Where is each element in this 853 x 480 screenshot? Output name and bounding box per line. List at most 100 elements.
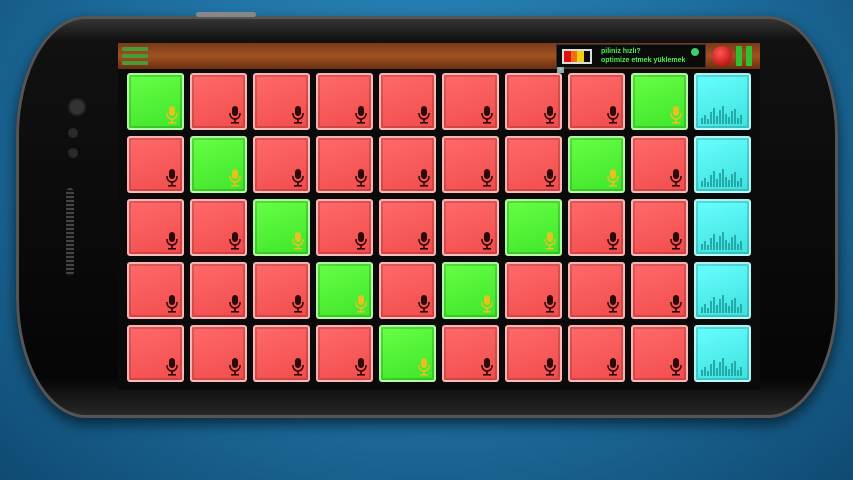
ad-close-button[interactable]: x <box>557 67 564 73</box>
equalizer-icon <box>701 106 742 124</box>
microphone-icon <box>481 295 493 313</box>
ad-logo-icon <box>691 48 699 56</box>
sound-pad-red[interactable] <box>127 325 184 382</box>
sound-pad-red[interactable] <box>253 136 310 193</box>
sound-pad-green[interactable] <box>568 136 625 193</box>
microphone-icon <box>292 106 304 124</box>
equalizer-pad[interactable] <box>694 325 751 382</box>
microphone-icon <box>166 358 178 376</box>
microphone-icon <box>670 358 682 376</box>
microphone-icon <box>481 358 493 376</box>
sound-pad-red[interactable] <box>631 325 688 382</box>
sound-pad-green[interactable] <box>316 262 373 319</box>
microphone-icon <box>607 106 619 124</box>
sound-pad-red[interactable] <box>505 262 562 319</box>
microphone-icon <box>544 106 556 124</box>
sound-pad-red[interactable] <box>505 136 562 193</box>
sound-pad-red[interactable] <box>316 199 373 256</box>
sound-pad-green[interactable] <box>631 73 688 130</box>
top-bar: piliniz hızlı? optimize etmek yüklemek x <box>118 43 760 73</box>
microphone-icon <box>355 295 367 313</box>
sound-pad-red[interactable] <box>568 262 625 319</box>
hamburger-menu-icon[interactable] <box>122 47 148 65</box>
sound-pad-red[interactable] <box>442 199 499 256</box>
microphone-icon <box>229 106 241 124</box>
microphone-icon <box>481 106 493 124</box>
microphone-icon <box>229 232 241 250</box>
sound-pad-red[interactable] <box>253 325 310 382</box>
sound-pad-green[interactable] <box>127 73 184 130</box>
camera-icon <box>68 98 86 116</box>
microphone-icon <box>670 169 682 187</box>
sound-pad-red[interactable] <box>190 73 247 130</box>
microphone-icon <box>418 169 430 187</box>
sound-pad-red[interactable] <box>442 73 499 130</box>
sound-pad-red[interactable] <box>379 136 436 193</box>
microphone-icon <box>544 232 556 250</box>
sound-pad-green[interactable] <box>190 136 247 193</box>
sound-pad-red[interactable] <box>190 262 247 319</box>
speaker-grille <box>66 188 74 276</box>
microphone-icon <box>544 295 556 313</box>
microphone-icon <box>670 232 682 250</box>
equalizer-pad[interactable] <box>694 262 751 319</box>
battery-icon <box>562 49 592 64</box>
sound-pad-red[interactable] <box>127 262 184 319</box>
sound-pad-red[interactable] <box>379 199 436 256</box>
sound-pad-red[interactable] <box>316 73 373 130</box>
microphone-icon <box>544 169 556 187</box>
microphone-icon <box>607 295 619 313</box>
sound-pad-red[interactable] <box>568 325 625 382</box>
equalizer-pad[interactable] <box>694 73 751 130</box>
equalizer-icon <box>701 358 742 376</box>
sound-pad-red[interactable] <box>379 262 436 319</box>
microphone-icon <box>355 358 367 376</box>
sound-pad-red[interactable] <box>127 136 184 193</box>
ad-banner[interactable]: piliniz hızlı? optimize etmek yüklemek x <box>556 44 706 73</box>
sound-pad-red[interactable] <box>316 136 373 193</box>
microphone-icon <box>292 169 304 187</box>
sound-pad-red[interactable] <box>316 325 373 382</box>
equalizer-icon <box>701 232 742 250</box>
microphone-icon <box>229 358 241 376</box>
sound-pad-green[interactable] <box>253 199 310 256</box>
sound-pad-green[interactable] <box>505 199 562 256</box>
sound-pad-red[interactable] <box>568 73 625 130</box>
pause-button[interactable] <box>736 46 756 66</box>
record-button[interactable] <box>712 46 732 66</box>
microphone-icon <box>418 295 430 313</box>
sound-pad-red[interactable] <box>442 325 499 382</box>
microphone-icon <box>607 169 619 187</box>
microphone-icon <box>166 295 178 313</box>
sound-pad-green[interactable] <box>379 325 436 382</box>
ad-line2: optimize etmek yüklemek <box>601 57 686 64</box>
sound-pad-red[interactable] <box>631 136 688 193</box>
sound-pad-red[interactable] <box>190 199 247 256</box>
microphone-icon <box>670 106 682 124</box>
ad-line1: piliniz hızlı? <box>601 48 641 55</box>
sound-pad-red[interactable] <box>253 262 310 319</box>
sound-pad-red[interactable] <box>253 73 310 130</box>
equalizer-pad[interactable] <box>694 199 751 256</box>
microphone-icon <box>481 169 493 187</box>
microphone-icon <box>418 358 430 376</box>
microphone-icon <box>229 295 241 313</box>
microphone-icon <box>355 169 367 187</box>
equalizer-pad[interactable] <box>694 136 751 193</box>
sound-pad-red[interactable] <box>568 199 625 256</box>
microphone-icon <box>229 169 241 187</box>
power-button <box>196 12 256 17</box>
microphone-icon <box>670 295 682 313</box>
sound-pad-red[interactable] <box>505 325 562 382</box>
sound-pad-red[interactable] <box>379 73 436 130</box>
sound-pad-red[interactable] <box>127 199 184 256</box>
sound-pad-red[interactable] <box>442 136 499 193</box>
sound-pad-red[interactable] <box>190 325 247 382</box>
sound-pad-red[interactable] <box>505 73 562 130</box>
sound-pad-red[interactable] <box>631 199 688 256</box>
sound-pad-red[interactable] <box>631 262 688 319</box>
sound-pad-green[interactable] <box>442 262 499 319</box>
ad-text: piliniz hızlı? optimize etmek yüklemek <box>601 47 685 65</box>
microphone-icon <box>292 232 304 250</box>
microphone-icon <box>607 232 619 250</box>
